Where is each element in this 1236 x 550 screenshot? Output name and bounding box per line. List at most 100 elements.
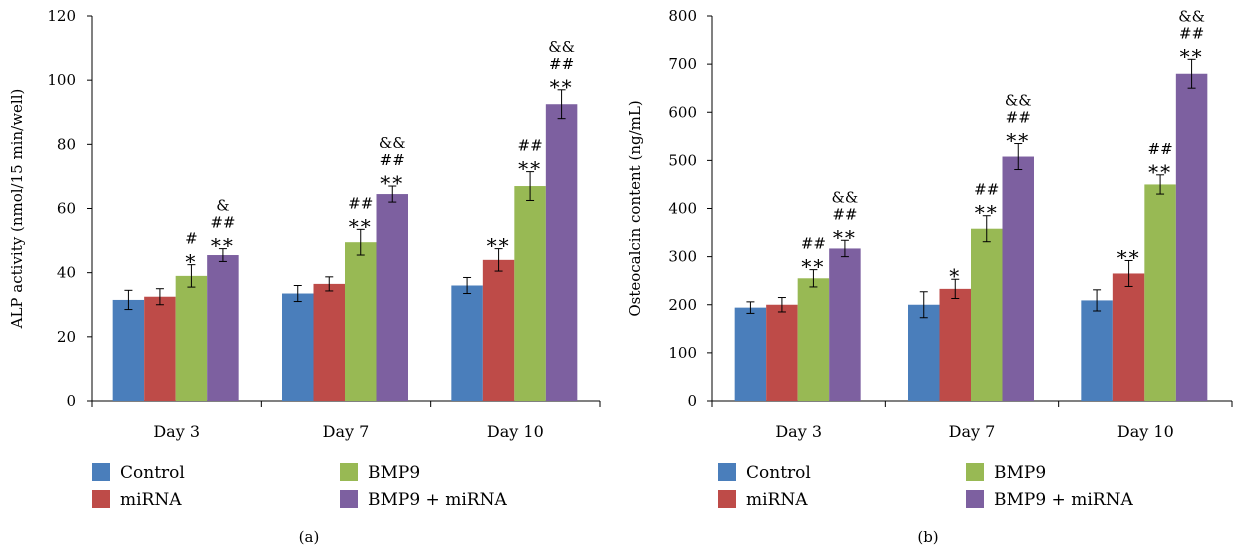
legend-label: BMP9 + miRNA xyxy=(994,490,1133,510)
bar xyxy=(514,186,546,401)
significance-marker: && xyxy=(1005,92,1032,110)
significance-marker: ** xyxy=(550,75,574,99)
significance-marker: ** xyxy=(801,255,825,279)
significance-marker: ## xyxy=(832,205,857,223)
y-tick-label: 100 xyxy=(668,344,697,362)
significance-marker: && xyxy=(379,134,406,152)
significance-marker: ## xyxy=(1148,140,1173,158)
bar xyxy=(1002,156,1034,401)
y-tick-label: 40 xyxy=(57,264,76,282)
bar xyxy=(482,259,515,401)
y-axis-label: ALP activity (nmol/15 min/well) xyxy=(8,89,26,330)
bar xyxy=(376,194,408,401)
bar xyxy=(1112,273,1145,401)
bar xyxy=(207,255,239,401)
significance-marker: & xyxy=(216,197,229,215)
significance-marker: ** xyxy=(1148,160,1172,184)
y-tick-label: 0 xyxy=(687,392,697,410)
significance-marker: ## xyxy=(380,151,405,169)
y-tick-label: 20 xyxy=(57,328,76,346)
legend-swatch xyxy=(966,463,984,481)
significance-marker: ** xyxy=(487,234,511,258)
legend-swatch xyxy=(966,490,984,508)
legend-label: Control xyxy=(746,463,811,483)
legend-swatch xyxy=(92,463,110,481)
panel-label: (a) xyxy=(299,528,320,546)
significance-marker: ## xyxy=(348,194,373,212)
bar xyxy=(939,288,971,401)
significance-marker: && xyxy=(1178,7,1205,25)
bar xyxy=(829,248,861,401)
significance-marker: ## xyxy=(801,235,826,253)
significance-marker: ** xyxy=(349,214,373,238)
bar xyxy=(451,285,483,401)
significance-marker: ** xyxy=(1117,245,1141,269)
x-tick-label: Day 7 xyxy=(949,422,996,441)
significance-marker: ## xyxy=(1006,109,1031,127)
significance-marker: ## xyxy=(518,137,543,155)
significance-marker: ** xyxy=(211,234,235,258)
significance-marker: ** xyxy=(518,157,542,181)
y-tick-label: 200 xyxy=(668,296,697,314)
bar xyxy=(1081,300,1113,401)
bar xyxy=(112,299,145,401)
significance-marker: ** xyxy=(833,225,857,249)
legend-label: BMP9 + miRNA xyxy=(368,490,507,510)
y-tick-label: 500 xyxy=(668,151,697,169)
bar xyxy=(734,307,767,401)
x-tick-label: Day 10 xyxy=(487,422,544,441)
panel-label: (b) xyxy=(917,528,938,546)
bar xyxy=(345,242,377,401)
significance-marker: ** xyxy=(1006,129,1030,153)
legend-swatch xyxy=(718,463,736,481)
significance-marker: ** xyxy=(380,171,404,195)
y-tick-label: 600 xyxy=(668,103,697,121)
bar xyxy=(175,275,208,401)
bar xyxy=(797,278,830,401)
legend-label: Control xyxy=(120,463,185,483)
chart-panel-a: 0 20 40 60 80 100 120 ALP activity (nmol/15 min… xyxy=(8,7,601,546)
significance-marker: ** xyxy=(1180,44,1204,68)
y-tick-label: 60 xyxy=(57,200,76,218)
legend-swatch xyxy=(718,490,736,508)
legend-label: miRNA xyxy=(120,490,182,510)
x-tick-label: Day 3 xyxy=(153,422,200,441)
chart-panel-b: 0 100 200 300 400 500 600 700 800 Osteocalcin con… xyxy=(626,7,1233,546)
legend-label: BMP9 xyxy=(368,463,420,483)
x-tick-label: Day 10 xyxy=(1117,422,1174,441)
significance-marker: && xyxy=(548,38,575,56)
bar xyxy=(908,304,940,401)
y-tick-label: 0 xyxy=(66,392,76,410)
y-tick-label: 800 xyxy=(668,7,697,25)
bar xyxy=(545,104,578,402)
significance-marker: ## xyxy=(1179,24,1204,42)
significance-marker: ** xyxy=(975,201,999,225)
y-tick-label: 400 xyxy=(668,200,697,218)
y-tick-label: 120 xyxy=(47,7,76,25)
significance-marker: * xyxy=(185,250,197,274)
bar xyxy=(971,228,1003,401)
y-tick-label: 300 xyxy=(668,248,697,266)
bar xyxy=(766,304,798,401)
legend-swatch xyxy=(340,490,358,508)
significance-marker: ## xyxy=(210,214,235,232)
y-axis-label: Osteocalcin content (ng/mL) xyxy=(626,100,644,316)
legend-label: BMP9 xyxy=(994,463,1046,483)
significance-marker: # xyxy=(185,230,198,248)
y-tick-label: 80 xyxy=(57,135,76,153)
y-tick-label: 100 xyxy=(47,71,76,89)
significance-marker: ## xyxy=(974,181,999,199)
x-tick-label: Day 3 xyxy=(775,422,822,441)
significance-marker: * xyxy=(949,264,961,288)
significance-marker: && xyxy=(832,188,859,206)
legend-label: miRNA xyxy=(746,490,808,510)
legend-swatch xyxy=(340,463,358,481)
y-tick-label: 700 xyxy=(668,55,697,73)
bar xyxy=(144,296,176,401)
x-tick-label: Day 7 xyxy=(323,422,370,441)
bar xyxy=(313,283,345,401)
bar xyxy=(1175,73,1208,401)
bar xyxy=(282,293,314,401)
legend-swatch xyxy=(92,490,110,508)
significance-marker: ## xyxy=(549,55,574,73)
